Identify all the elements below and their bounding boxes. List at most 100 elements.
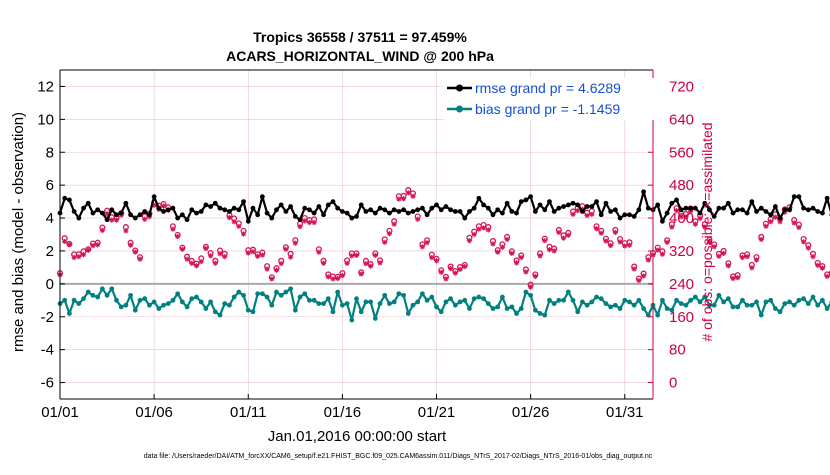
- obs-assimilated-stroke: [71, 255, 77, 260]
- obs-assimilated-stroke: [500, 245, 505, 250]
- series-bias-point: [749, 302, 755, 308]
- obs-assimilated-stroke: [368, 263, 373, 269]
- obs-assimilated-stroke: [170, 226, 176, 232]
- obs-assimilated-marker: [325, 274, 331, 280]
- series-rmse-point: [358, 202, 364, 208]
- series-bias-point: [71, 297, 77, 303]
- obs-assimilated-stroke: [537, 253, 543, 259]
- series-rmse-point: [198, 209, 204, 214]
- obs-assimilated-stroke: [763, 224, 769, 229]
- series-bias-point: [292, 307, 298, 313]
- y-right-tick-label: 240: [669, 276, 694, 293]
- obs-assimilated-marker: [189, 260, 195, 266]
- obs-assimilated-stroke: [194, 263, 199, 268]
- series-rmse-point: [302, 205, 308, 211]
- series-rmse-point: [222, 207, 228, 213]
- obs-assimilated-marker: [739, 254, 746, 261]
- y-tick-label: 10: [37, 111, 54, 128]
- series-bias-point: [518, 306, 524, 311]
- obs-assimilated-marker: [236, 223, 242, 229]
- series-rmse-point: [810, 205, 816, 211]
- obs-assimilated-marker: [706, 239, 713, 245]
- obs-assimilated-stroke: [707, 240, 712, 245]
- obs-assimilated-marker: [443, 276, 449, 282]
- series-rmse-point: [438, 207, 444, 213]
- series-bias-point: [768, 297, 774, 303]
- series-rmse-point: [598, 212, 604, 218]
- obs-assimilated-stroke: [391, 222, 397, 227]
- obs-assimilated-stroke: [208, 253, 213, 259]
- obs-assimilated-marker: [673, 208, 680, 214]
- obs-assimilated-marker: [160, 203, 167, 209]
- series-rmse-point: [90, 210, 96, 216]
- obs-assimilated-marker: [796, 224, 802, 231]
- obs-assimilated-stroke: [453, 270, 458, 276]
- obs-assimilated-stroke: [340, 273, 345, 278]
- obs-assimilated-stroke: [641, 273, 646, 279]
- series-bias-point: [481, 296, 486, 302]
- series-bias-point: [622, 297, 628, 303]
- series-rmse-point: [307, 207, 312, 213]
- obs-assimilated-marker: [603, 238, 609, 244]
- obs-assimilated-stroke: [86, 247, 91, 253]
- series-rmse-point: [236, 207, 242, 213]
- obs-assimilated-marker: [113, 217, 120, 223]
- series-bias-point: [109, 286, 115, 292]
- series-rmse-point: [165, 207, 171, 213]
- series-rmse-point: [255, 212, 261, 218]
- obs-assimilated-stroke: [824, 274, 830, 279]
- series-rmse-point: [772, 204, 778, 209]
- series-bias-point: [302, 291, 308, 297]
- obs-assimilated-stroke: [533, 274, 538, 279]
- obs-assimilated-marker: [316, 249, 322, 255]
- series-rmse-point: [702, 200, 708, 206]
- series-bias-point: [67, 311, 72, 316]
- obs-assimilated-stroke: [660, 252, 665, 257]
- series-rmse-point: [594, 199, 599, 205]
- series-bias-point: [570, 297, 576, 303]
- obs-assimilated-stroke: [297, 224, 303, 229]
- obs-assimilated-marker: [584, 212, 590, 219]
- obs-assimilated-stroke: [326, 274, 331, 280]
- series-bias-point: [584, 302, 590, 308]
- series-bias-point: [490, 306, 496, 311]
- series-rmse-point: [768, 212, 774, 218]
- obs-assimilated-stroke: [278, 261, 284, 266]
- series-bias-point: [810, 294, 816, 300]
- obs-assimilated-stroke: [490, 241, 496, 247]
- series-bias-point: [735, 304, 741, 310]
- obs-assimilated-stroke: [180, 247, 185, 252]
- obs-assimilated-marker: [292, 240, 298, 246]
- series-rmse-point: [636, 207, 642, 213]
- obs-assimilated-marker: [179, 246, 185, 252]
- obs-assimilated-stroke: [406, 190, 411, 196]
- series-bias-point: [594, 294, 599, 300]
- obs-assimilated-marker: [466, 238, 473, 244]
- obs-assimilated-stroke: [523, 269, 529, 275]
- chart-title: Tropics 36558 / 37511 = 97.459%: [253, 29, 467, 45]
- obs-assimilated-marker: [353, 252, 360, 259]
- series-bias-point: [391, 299, 397, 305]
- series-rmse-point: [401, 207, 406, 213]
- obs-assimilated-marker: [824, 273, 830, 280]
- obs-assimilated-marker: [659, 251, 666, 257]
- obs-assimilated-marker: [565, 232, 571, 238]
- obs-assimilated-marker: [457, 266, 463, 273]
- obs-assimilated-marker: [617, 239, 623, 245]
- series-bias-point: [523, 289, 529, 295]
- obs-assimilated-marker: [758, 236, 764, 243]
- obs-assimilated-stroke: [241, 231, 246, 237]
- obs-assimilated-marker: [589, 211, 595, 217]
- obs-assimilated-marker: [339, 273, 345, 279]
- obs-assimilated-marker: [791, 220, 797, 226]
- series-rmse-point: [457, 209, 463, 214]
- series-bias-point: [311, 297, 317, 303]
- series-bias-point: [542, 312, 548, 318]
- series-bias-point: [485, 301, 491, 306]
- obs-assimilated-stroke: [471, 232, 477, 237]
- obs-assimilated-stroke: [688, 209, 693, 214]
- obs-assimilated-marker: [631, 266, 637, 272]
- series-rmse-point: [688, 205, 694, 211]
- series-rmse-point: [655, 202, 661, 208]
- obs-assimilated-stroke: [382, 240, 387, 245]
